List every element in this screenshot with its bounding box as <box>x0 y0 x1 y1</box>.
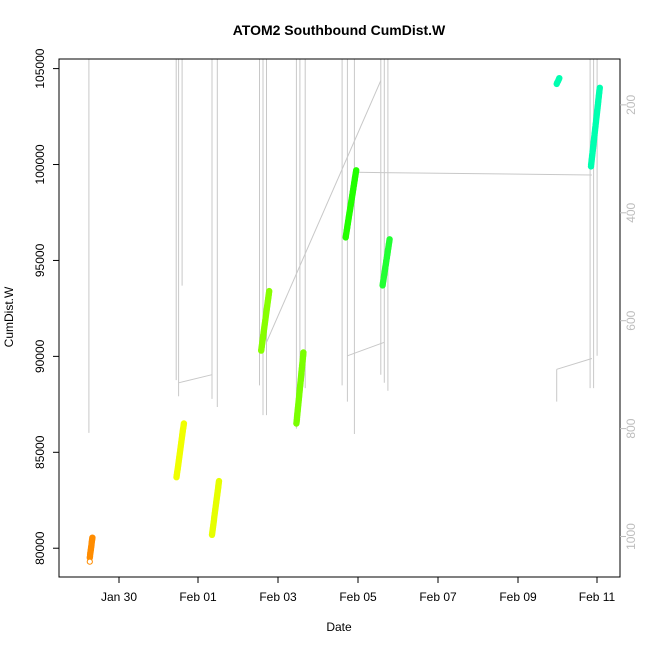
y2-tick-label: 800 <box>624 418 638 438</box>
y2-tick-label: 200 <box>624 95 638 115</box>
y-tick-label: 105000 <box>33 48 47 88</box>
series-layer <box>86 75 603 565</box>
background-line-23 <box>556 358 593 370</box>
y-tick-label: 80000 <box>33 531 47 565</box>
x-axis: Jan 30 Feb 01 Feb 03 Feb 05 Feb 07 Feb 09 Feb … <box>101 576 616 604</box>
series-4 <box>293 349 307 427</box>
y2-tick-label: 1000 <box>624 523 638 550</box>
open-data-point <box>86 558 93 565</box>
x-tick-label: Feb 01 <box>179 590 217 604</box>
x-tick-label: Feb 03 <box>259 590 297 604</box>
data-point <box>89 534 96 541</box>
x-tick-label: Feb 11 <box>579 590 616 604</box>
x-tick-label: Feb 07 <box>419 590 457 604</box>
data-point <box>596 84 603 92</box>
background-lines <box>88 59 598 434</box>
y2-tick-label: 600 <box>624 310 638 330</box>
series-0 <box>86 534 96 561</box>
y2-tick-label: 400 <box>624 202 638 222</box>
background-line-17 <box>347 341 385 357</box>
data-point <box>215 477 223 485</box>
series-5 <box>342 167 360 241</box>
series-6 <box>379 236 393 289</box>
series-1 <box>173 420 188 481</box>
y-tick-label: 100000 <box>33 144 47 184</box>
y-axis-label: CumDist.W <box>2 286 16 347</box>
x-tick-label: Feb 09 <box>499 590 537 604</box>
data-point <box>180 420 188 427</box>
x-axis-label: Date <box>326 620 352 634</box>
x-tick-label: Jan 30 <box>101 590 137 604</box>
background-line-18 <box>356 171 592 176</box>
data-point <box>353 167 360 174</box>
data-point <box>266 287 273 295</box>
background-line-4 <box>178 374 213 384</box>
series-7 <box>553 75 563 88</box>
data-point <box>556 75 563 82</box>
series-3 <box>258 287 273 354</box>
series-2 <box>208 477 223 538</box>
background-line-10 <box>266 80 382 343</box>
y-tick-label: 85000 <box>33 435 47 469</box>
y-tick-label: 95000 <box>33 243 47 277</box>
series-8 <box>587 84 603 170</box>
y-axis: 80000 85000 90000 95000 100000 105000 <box>33 48 60 565</box>
data-point <box>300 349 307 356</box>
data-point <box>386 236 393 243</box>
y-tick-label: 90000 <box>33 339 47 373</box>
secondary-y-axis: 200 400 600 800 1000 <box>620 95 638 550</box>
x-tick-label: Feb 05 <box>339 590 377 604</box>
chart-title: ATOM2 Southbound CumDist.W <box>233 22 446 38</box>
